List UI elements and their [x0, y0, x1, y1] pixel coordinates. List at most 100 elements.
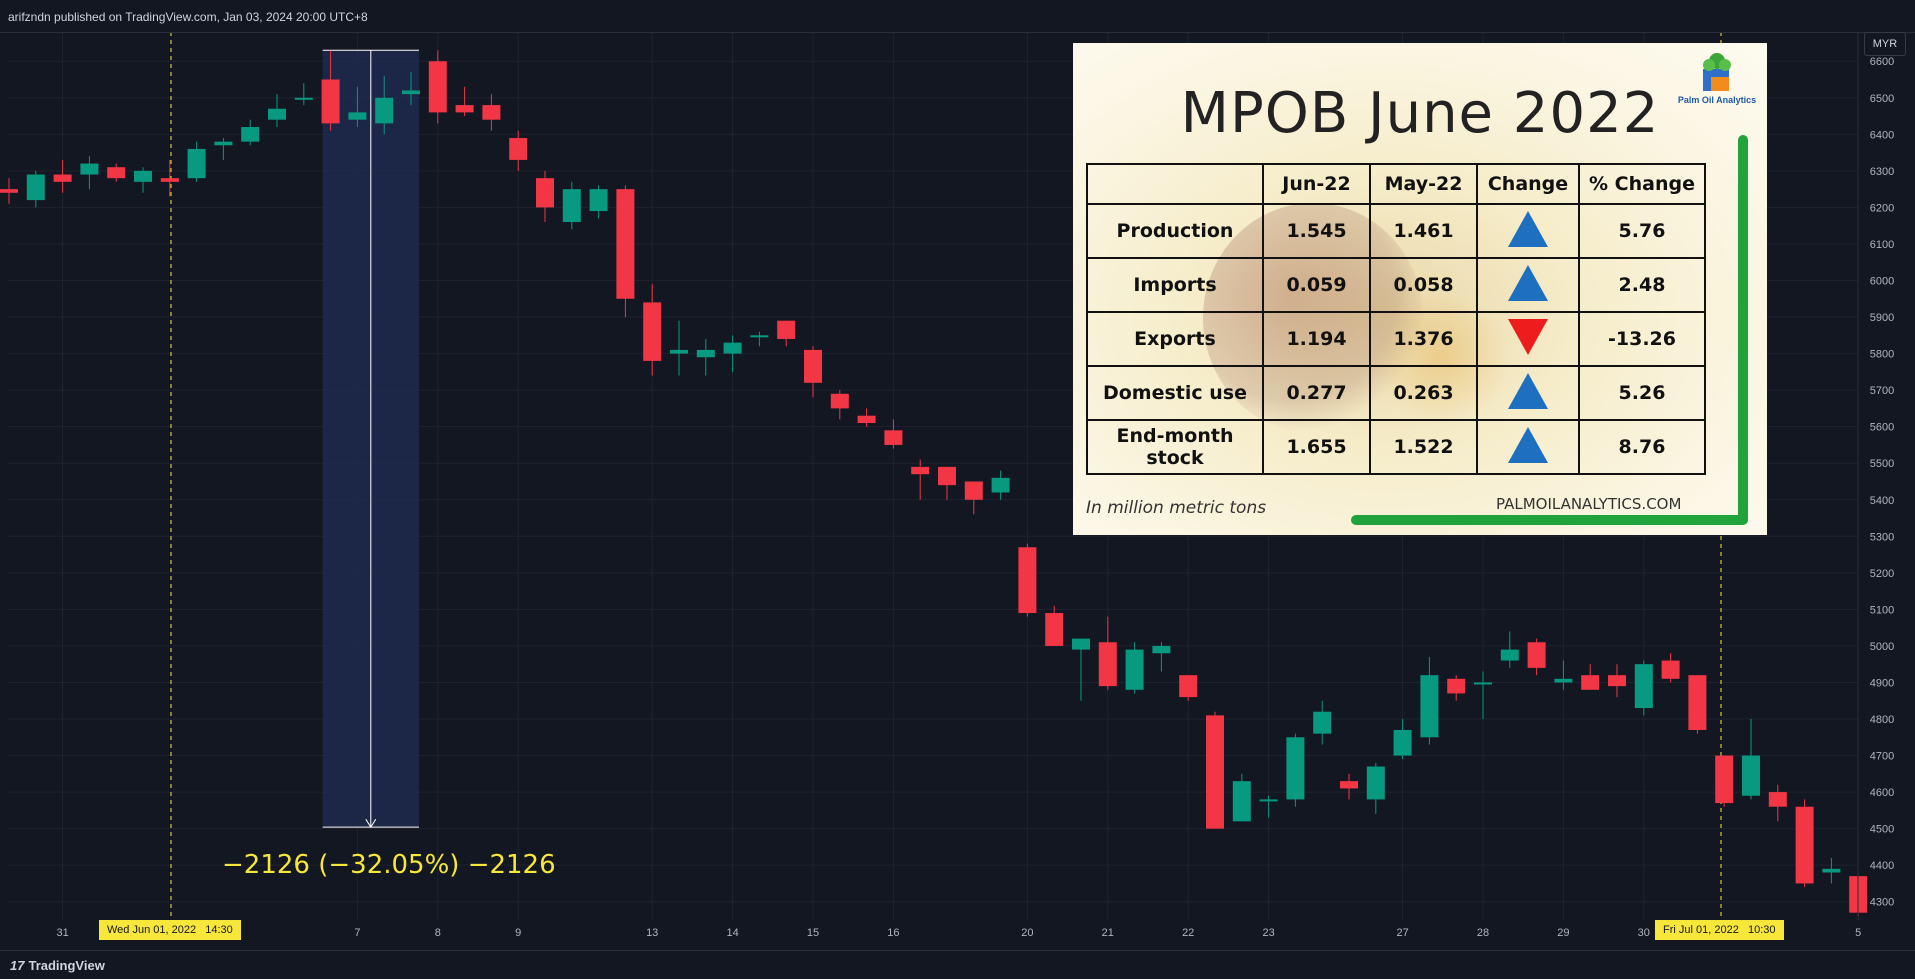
candle-down — [938, 466, 956, 486]
row-label: Domestic use — [1086, 365, 1264, 421]
candle-down — [455, 105, 474, 113]
candle-up — [1313, 711, 1332, 734]
may-value: 0.263 — [1369, 365, 1478, 421]
mpob-overlay-card: Palm Oil Analytics MPOB June 2022 Jun-22… — [1073, 43, 1767, 535]
candle-down — [1098, 642, 1117, 687]
pct-change: -13.26 — [1578, 311, 1706, 367]
jun-value: 0.059 — [1262, 257, 1371, 313]
y-tick-label: 5400 — [1870, 495, 1894, 507]
up-arrow-icon — [1508, 210, 1548, 247]
candle-up — [1474, 682, 1492, 685]
x-tick-label: 20 — [1021, 927, 1033, 939]
candle-down — [1527, 642, 1546, 668]
candle-down — [536, 178, 554, 208]
mpob-data-table: Jun-22 May-22 Change % Change Production… — [1086, 163, 1706, 475]
candle-down — [857, 415, 876, 424]
may-value: 1.376 — [1369, 311, 1478, 367]
candle-up — [1232, 781, 1251, 822]
header-cell — [1086, 163, 1264, 205]
currency-button[interactable]: MYR — [1864, 32, 1906, 56]
tradingview-logo[interactable]: 17 TradingView — [10, 958, 105, 973]
y-tick-label: 5100 — [1870, 604, 1894, 616]
y-tick-label: 6300 — [1870, 166, 1894, 178]
candle-up — [1125, 649, 1144, 690]
candle-down — [1340, 781, 1358, 789]
x-tick-label: 16 — [887, 927, 899, 939]
overlay-title: MPOB June 2022 — [1180, 81, 1660, 146]
y-tick-label: 5600 — [1870, 422, 1894, 434]
table-header-row: Jun-22 May-22 Change % Change — [1086, 163, 1706, 205]
x-tick-label: 30 — [1638, 927, 1650, 939]
header-cell: Change — [1476, 163, 1580, 205]
green-bracket-horizontal — [1351, 515, 1748, 525]
candle-down — [616, 189, 635, 299]
x-tick-label: 14 — [726, 927, 738, 939]
change-cell — [1476, 257, 1580, 313]
y-tick-label: 4400 — [1870, 860, 1894, 872]
candle-down — [321, 79, 340, 124]
candle-down — [1581, 675, 1600, 690]
candle-up — [589, 189, 608, 212]
y-tick-label: 6600 — [1870, 56, 1894, 68]
candle-down — [911, 466, 930, 475]
y-tick-label: 4300 — [1870, 897, 1894, 909]
pct-change: 5.76 — [1578, 203, 1706, 259]
candle-up — [134, 170, 152, 182]
candle-down — [1018, 547, 1037, 614]
candle-down — [1715, 755, 1734, 804]
candle-up — [696, 349, 715, 358]
candle-down — [107, 167, 126, 179]
table-row: End-month stock 1.655 1.522 8.76 — [1086, 419, 1706, 475]
x-tick-label: 13 — [646, 927, 658, 939]
x-tick-label: 7 — [354, 927, 360, 939]
candle-up — [187, 148, 206, 179]
candle-down — [804, 349, 822, 383]
x-tick-label: 31 — [56, 927, 68, 939]
candle-down — [1447, 678, 1466, 694]
table-row: Imports 0.059 0.058 2.48 — [1086, 257, 1706, 313]
candle-up — [991, 477, 1010, 493]
y-tick-label: 6100 — [1870, 239, 1894, 251]
palm-oil-analytics-logo: Palm Oil Analytics — [1673, 51, 1761, 113]
candle-up — [26, 174, 45, 201]
date-tag-end: Fri Jul 01, 2022 10:30 — [1655, 920, 1784, 940]
y-tick-label: 5900 — [1870, 312, 1894, 324]
change-cell — [1476, 203, 1580, 259]
row-label: Production — [1086, 203, 1264, 259]
top-bar: arifzndn published on TradingView.com, J… — [0, 0, 1915, 33]
candle-up — [1500, 649, 1519, 661]
candle-down — [777, 320, 796, 339]
candle-down — [1206, 715, 1224, 829]
y-tick-label: 4800 — [1870, 714, 1894, 726]
x-tick-label: 27 — [1396, 927, 1408, 939]
tradingview-mark-icon: 17 — [10, 958, 25, 973]
tradingview-brand: TradingView — [28, 958, 105, 973]
y-tick-label: 5700 — [1870, 385, 1894, 397]
header-cell: Jun-22 — [1262, 163, 1371, 205]
y-tick-label: 4600 — [1870, 787, 1894, 799]
candle-up — [80, 163, 99, 175]
table-row: Production 1.545 1.461 5.76 — [1086, 203, 1706, 259]
x-tick-label: 15 — [807, 927, 819, 939]
jun-value: 1.194 — [1262, 311, 1371, 367]
candle-up — [294, 97, 313, 100]
candle-up — [1259, 799, 1278, 802]
x-tick-label: 21 — [1102, 927, 1114, 939]
up-arrow-icon — [1508, 426, 1548, 463]
x-tick-label: 8 — [435, 927, 441, 939]
y-tick-label: 4500 — [1870, 824, 1894, 836]
candle-up — [1366, 766, 1385, 800]
y-tick-label: 4900 — [1870, 677, 1894, 689]
candle-down — [964, 481, 983, 500]
site-url: PALMOILANALYTICS.COM — [1496, 495, 1682, 513]
up-arrow-icon — [1508, 372, 1548, 409]
bottom-bar: 17 TradingView — [0, 950, 1915, 979]
palm-tree-icon — [1703, 53, 1731, 91]
table-row: Exports 1.194 1.376 -13.26 — [1086, 311, 1706, 367]
header-cell: May-22 — [1369, 163, 1478, 205]
row-label: Imports — [1086, 257, 1264, 313]
candle-down — [830, 393, 849, 409]
candle-down — [509, 137, 528, 160]
green-bracket-vertical — [1738, 135, 1748, 523]
